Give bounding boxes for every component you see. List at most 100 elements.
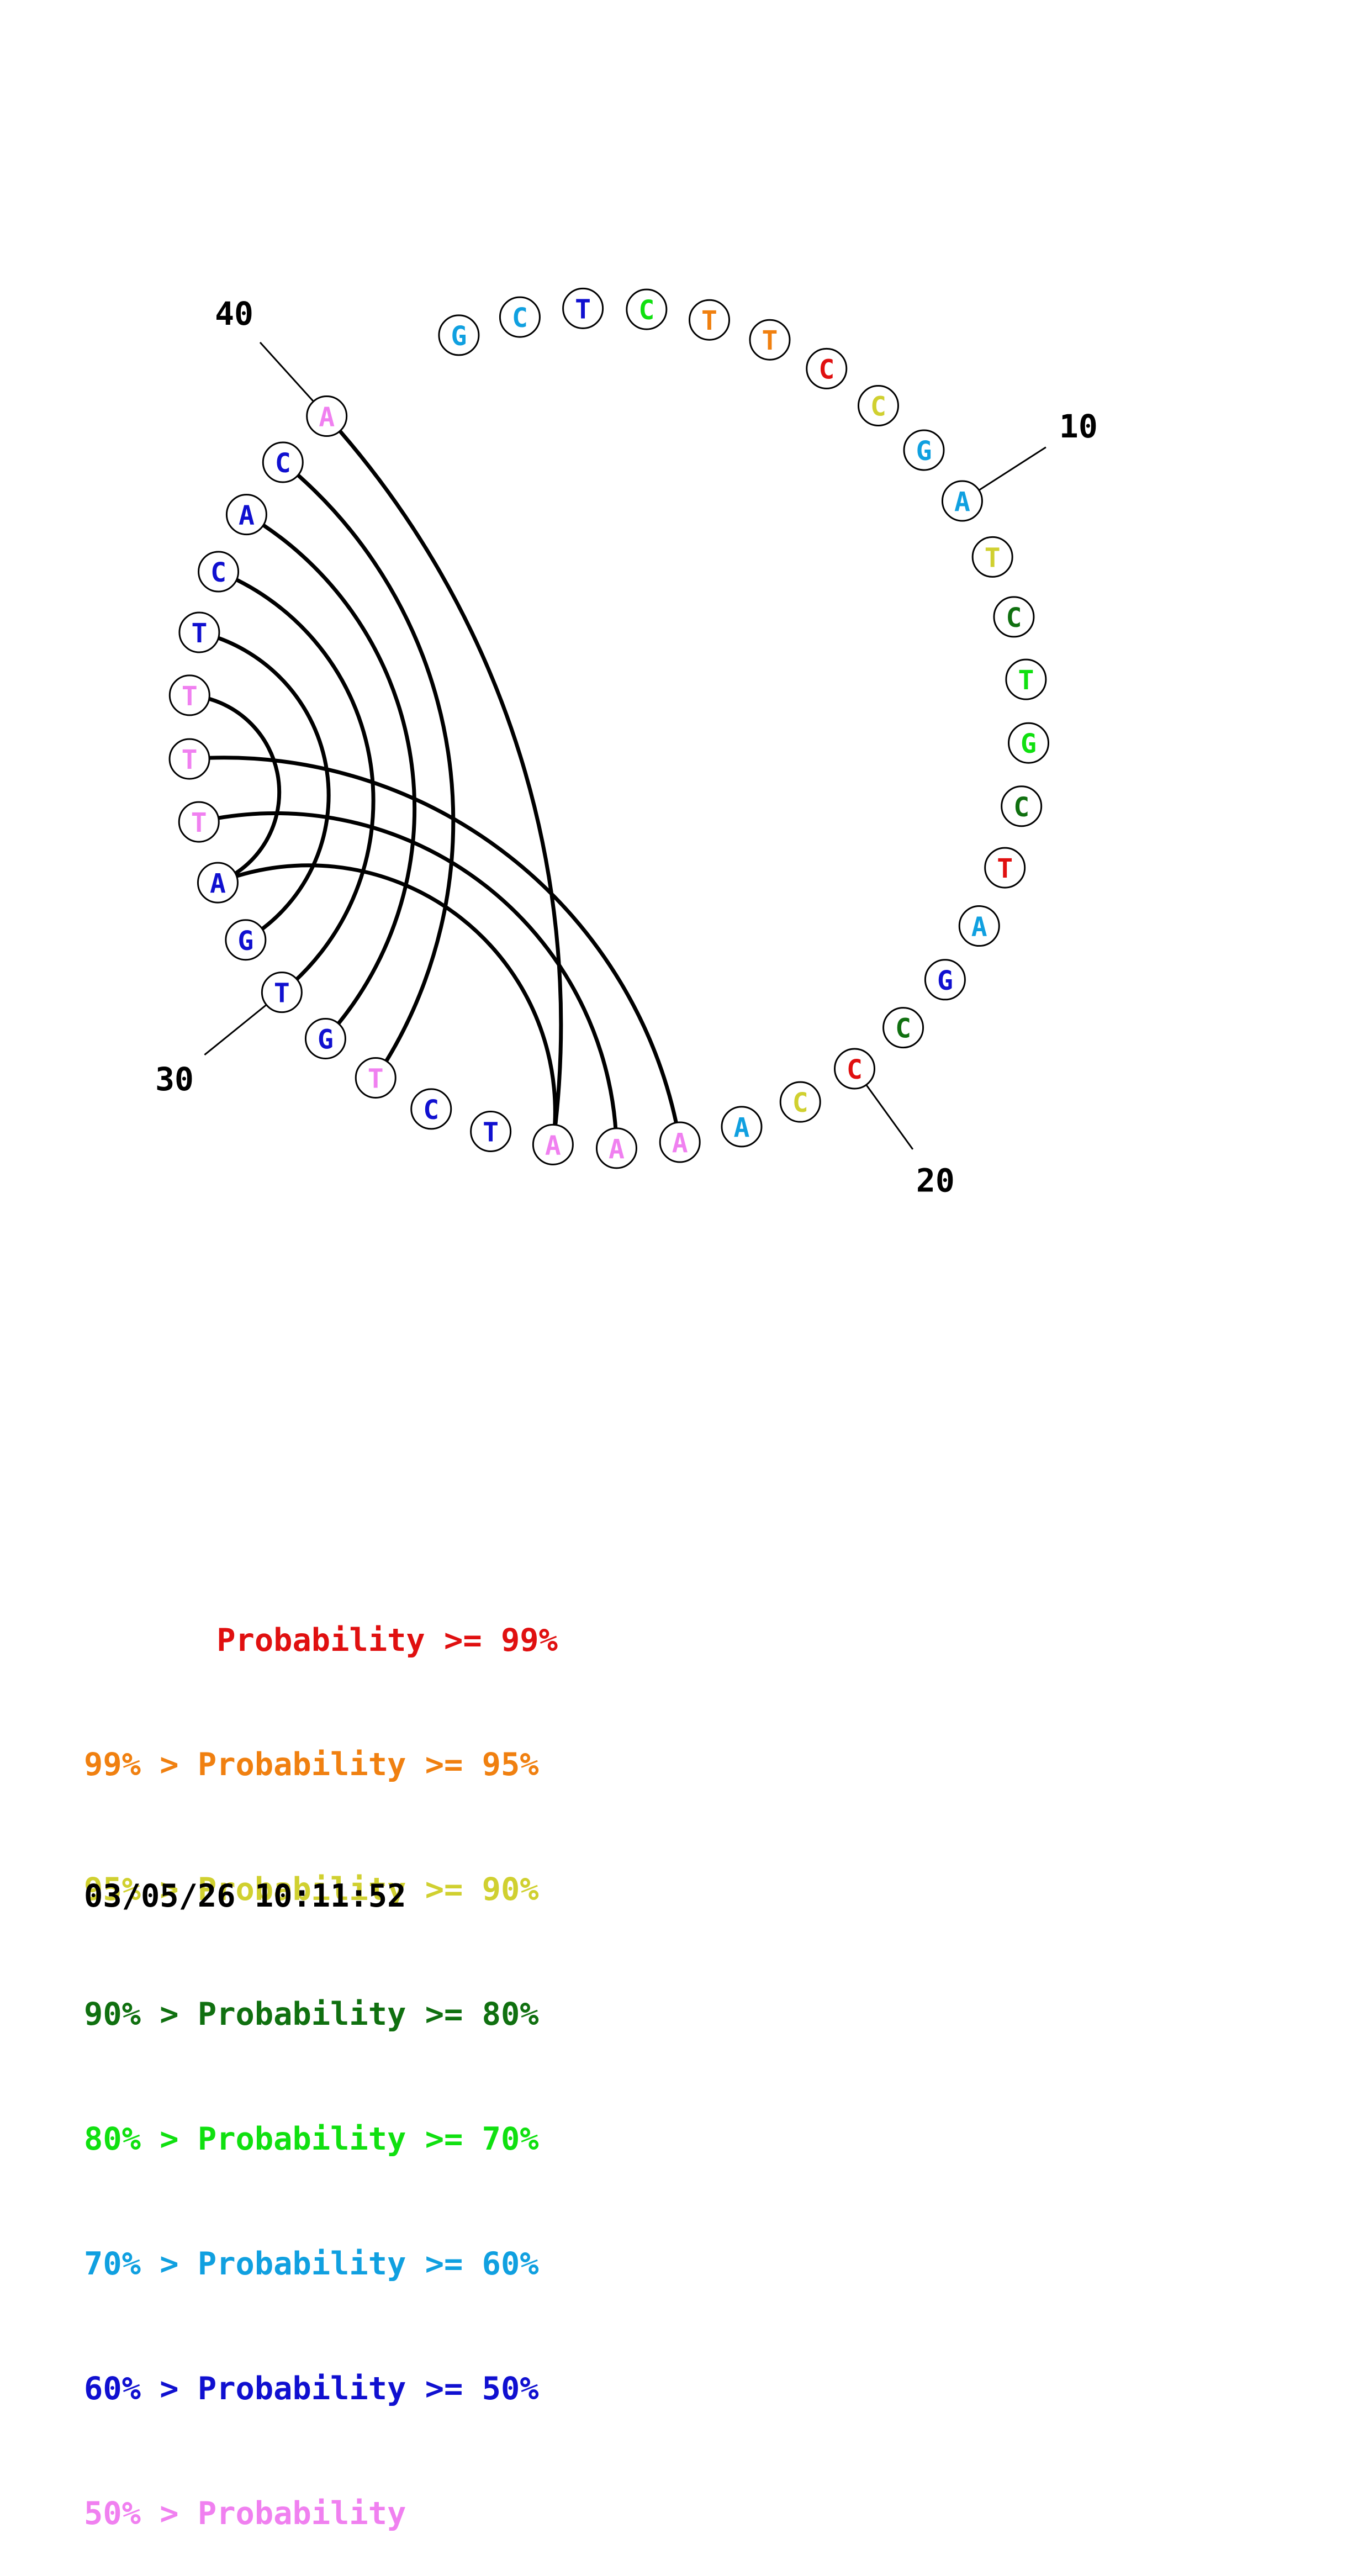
nucleotide-node: C	[198, 551, 240, 593]
nucleotide-base: T	[575, 294, 591, 325]
nucleotide-node: A	[225, 494, 267, 536]
index-label-30: 30	[155, 1060, 194, 1098]
index-ticks: 10 20 30 40	[155, 295, 1098, 1200]
nucleotide-circle	[993, 596, 1035, 638]
pair-arc-38-29	[245, 513, 417, 1040]
nucleotide-circle	[438, 314, 480, 356]
nucleotide-base: C	[275, 448, 291, 479]
nucleotide-circle	[470, 1110, 512, 1152]
nucleotide-base: T	[182, 745, 198, 775]
nucleotide-circle	[857, 384, 899, 426]
nucleotide-node: C	[262, 441, 304, 483]
nucleotide-node: C	[857, 384, 899, 426]
nucleotide-node: G	[924, 959, 966, 1001]
nucleotide-circle	[410, 1088, 452, 1130]
nucleotide-base: T	[1018, 665, 1034, 696]
pair-arc-33-24	[198, 811, 619, 1148]
nucleotide-node: T	[178, 801, 220, 843]
nucleotide-circle	[262, 441, 304, 483]
nucleotide-circle	[1001, 785, 1043, 827]
nucleotide-base: A	[319, 402, 335, 432]
nucleotide-node: G	[304, 1017, 346, 1059]
nucleotide-base: T	[701, 305, 717, 336]
nucleotide-circle	[595, 1127, 637, 1169]
index-label-10: 10	[1059, 408, 1098, 445]
nucleotide-node: C	[1001, 785, 1043, 827]
nucleotide-base: A	[239, 500, 255, 531]
nucleotide-node: T	[984, 847, 1026, 889]
index-tick-20	[865, 1084, 914, 1150]
nucleotide-node: C	[499, 296, 541, 338]
nucleotide-circle	[689, 299, 731, 341]
nucleotide-base: A	[672, 1128, 688, 1159]
nucleotide-node: A	[958, 905, 1000, 947]
nucleotide-base: A	[609, 1134, 625, 1165]
probability-legend: Probability >= 99% 99% > Probability >= …	[84, 1537, 558, 2576]
nucleotide-base: C	[870, 391, 886, 422]
base-pair-arcs	[189, 415, 682, 1148]
nucleotide-circle	[882, 1007, 924, 1049]
index-label-40: 40	[215, 295, 253, 332]
nucleotide-node: A	[941, 480, 983, 522]
nucleotide-circle	[749, 319, 791, 361]
index-tick-30	[204, 1004, 267, 1056]
nucleotide-circle	[178, 611, 220, 653]
nucleotide-base: G	[237, 926, 253, 957]
nucleotide-circle	[197, 862, 239, 904]
nucleotide-circle	[659, 1121, 701, 1163]
nucleotide-node: G	[903, 429, 945, 471]
nucleotide-node: T	[562, 287, 604, 329]
nucleotide-base: T	[368, 1063, 384, 1094]
nucleotide-node: T	[178, 611, 220, 653]
nucleotide-node: T	[355, 1057, 397, 1099]
nucleotide-node: T	[168, 738, 210, 780]
nucleotide-node: T	[168, 674, 210, 716]
nucleotide-node: T	[1005, 658, 1047, 700]
nucleotide-circle	[941, 480, 983, 522]
nucleotide-circle	[168, 674, 210, 716]
nucleotide-circle	[924, 959, 966, 1001]
nucleotide-base: T	[762, 325, 778, 356]
timestamp: 03/05/26 10:11:52	[84, 1878, 406, 1914]
nucleotide-circle	[834, 1048, 876, 1090]
index-tick-40	[259, 341, 314, 402]
index-tick-10	[978, 446, 1046, 491]
nucleotide-base: G	[451, 321, 467, 352]
nucleotide-circle	[1008, 722, 1050, 764]
nucleotide-base: T	[985, 542, 1001, 573]
nucleotide-circle	[198, 551, 240, 593]
nucleotide-circle	[721, 1106, 763, 1148]
nucleotide-circle	[779, 1081, 821, 1123]
nucleotide-circle	[499, 296, 541, 338]
nucleotide-circle	[304, 1017, 346, 1059]
nucleotide-base: A	[545, 1130, 561, 1161]
pair-arc-35-32	[189, 693, 282, 885]
legend-line-p60: 70% > Probability >= 60%	[84, 2246, 539, 2283]
nucleotide-base: C	[818, 354, 834, 385]
nucleotide-base: C	[1006, 603, 1022, 634]
legend-line-p95: 99% > Probability >= 95%	[84, 1746, 539, 1783]
nucleotide-base: C	[792, 1088, 808, 1118]
pair-arc-39-28	[282, 461, 456, 1079]
nucleotide-base: T	[191, 807, 207, 838]
nucleotide-node: A	[306, 395, 348, 437]
nucleotide-node: C	[806, 347, 848, 389]
legend-line-p99: Probability >= 99%	[84, 1622, 558, 1659]
nucleotide-node: G	[225, 919, 267, 961]
nucleotide-node: T	[749, 319, 791, 361]
index-label-20: 20	[916, 1162, 955, 1200]
nucleotide-base: C	[895, 1013, 911, 1044]
nucleotide-node: A	[595, 1127, 637, 1169]
nucleotide-base: G	[937, 965, 953, 996]
nucleotide-circle	[1005, 658, 1047, 700]
nucleotide-circle	[306, 395, 348, 437]
nucleotide-node: A	[197, 862, 239, 904]
nucleotide-base: G	[916, 436, 932, 467]
nucleotide-circle	[532, 1123, 574, 1165]
nucleotide-circle	[355, 1057, 397, 1099]
nucleotide-base: C	[847, 1054, 863, 1085]
nucleotide-base: C	[512, 303, 528, 334]
nucleotide-base: A	[210, 868, 226, 899]
nucleotide-circle	[225, 494, 267, 536]
nucleotide-node: A	[532, 1123, 574, 1165]
